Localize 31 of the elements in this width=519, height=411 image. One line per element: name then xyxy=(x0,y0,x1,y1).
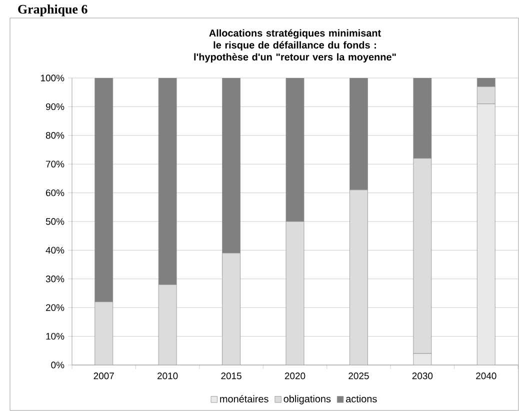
y-tick-label: 0% xyxy=(51,362,64,368)
x-tick-label: 2030 xyxy=(412,372,433,380)
y-tick-label: 90% xyxy=(46,103,64,110)
bar xyxy=(286,221,304,365)
y-tick-label: 60% xyxy=(46,189,64,196)
bar xyxy=(158,284,177,365)
bar xyxy=(476,104,496,365)
legend-label: actions xyxy=(346,395,377,402)
y-tick-label: 50% xyxy=(46,218,64,225)
y-tick-label: 30% xyxy=(46,276,64,282)
bar xyxy=(222,252,240,365)
x-tick-label: 2015 xyxy=(221,372,242,380)
y-tick-label: 10% xyxy=(46,332,64,340)
bar xyxy=(350,190,368,365)
bar xyxy=(413,158,432,354)
x-tick-label: 2040 xyxy=(476,372,496,380)
y-tick-label: 100% xyxy=(40,74,64,82)
x-tick-label: 2010 xyxy=(158,372,178,380)
y-tick-label: 40% xyxy=(46,246,64,254)
y-tick-label: 70% xyxy=(46,160,64,168)
legend-label: obligations xyxy=(284,395,331,404)
x-tick-label: 2020 xyxy=(284,372,306,380)
legend-label: monétaires xyxy=(220,395,268,402)
text: Graphique 6 xyxy=(18,4,88,16)
chart-title: Allocations stratégiques minimisant le risque de défaillance du fonds : l'hypothèse d'un "retour vers la moyenne" xyxy=(194,29,396,62)
y-tick-label: 80% xyxy=(46,132,64,139)
bar xyxy=(476,86,496,104)
x-tick-label: 2007 xyxy=(94,372,114,380)
x-tick-label: 2025 xyxy=(348,372,369,380)
bar xyxy=(94,302,114,365)
y-tick-label: 20% xyxy=(46,304,64,311)
